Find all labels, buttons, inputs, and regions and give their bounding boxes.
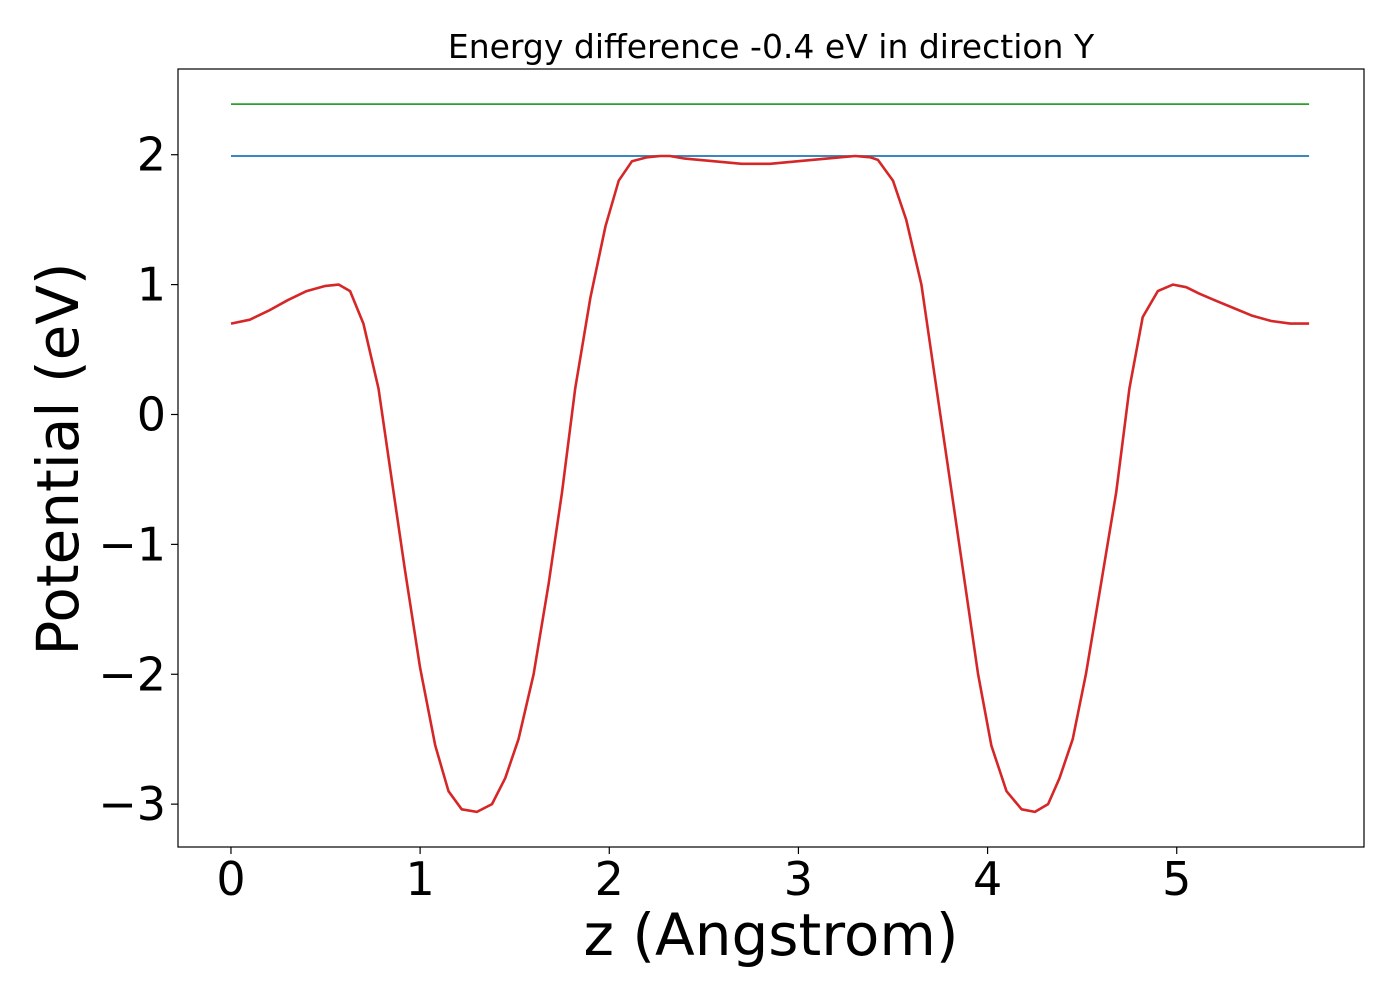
y-tick-label: 1 [137, 258, 166, 312]
plot-frame [177, 68, 1365, 848]
x-axis: 0 1 2 3 4 5 [216, 847, 1191, 906]
x-tick-label: 4 [973, 852, 1002, 906]
y-axis: −3 −2 −1 0 1 2 [98, 128, 178, 831]
x-tick-label: 3 [784, 852, 813, 906]
y-tick-label: 2 [137, 128, 166, 182]
y-axis-title: Potential (eV) [24, 262, 92, 655]
x-tick-label: 2 [595, 852, 624, 906]
plot-area [230, 103, 1310, 814]
x-axis-title: z (Angstrom) [584, 901, 959, 969]
y-tick-label: −1 [98, 517, 166, 571]
y-tick-label: −3 [98, 777, 166, 831]
y-tick-label: −2 [98, 647, 166, 701]
x-tick-label: 1 [405, 852, 434, 906]
series-line-3 [230, 154, 1310, 814]
y-tick-label: 0 [137, 387, 166, 441]
chart-title: Energy difference -0.4 eV in direction Y [448, 27, 1095, 66]
x-tick-label: 5 [1162, 852, 1191, 906]
x-tick-label: 0 [216, 852, 245, 906]
